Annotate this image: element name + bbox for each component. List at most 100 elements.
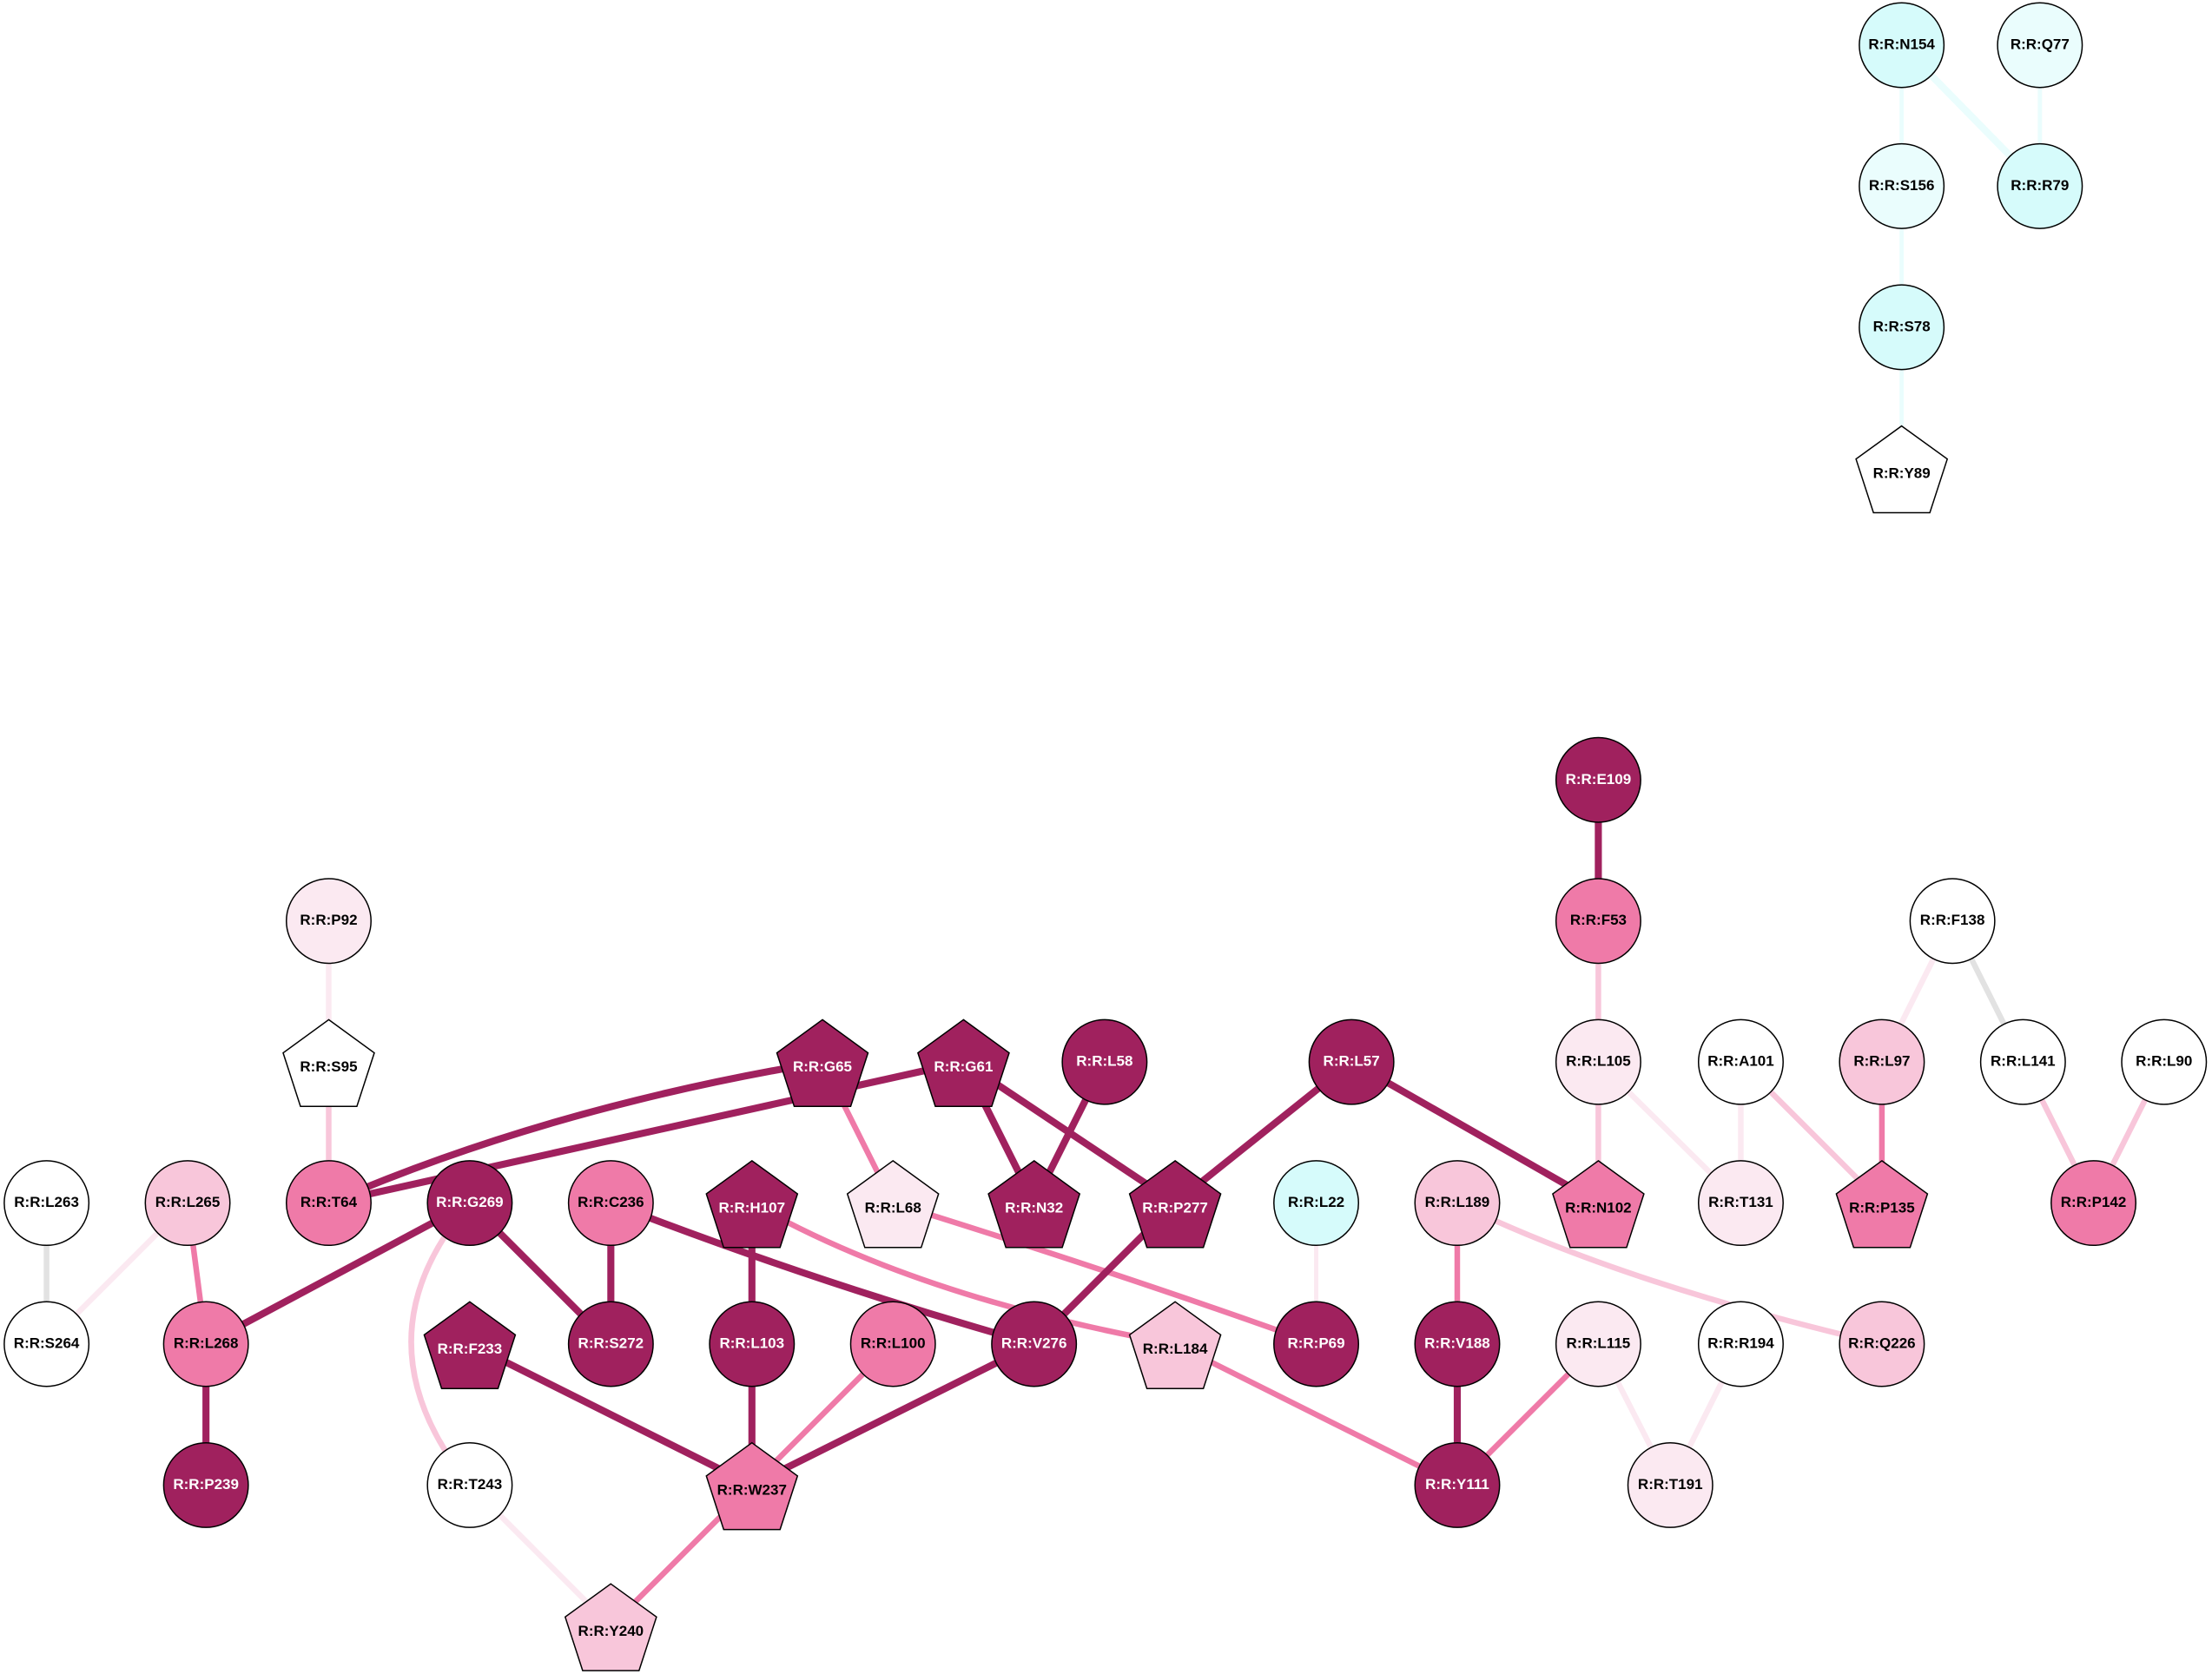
node-circle <box>1061 1018 1148 1105</box>
node-label: R:R:C236 <box>578 1194 644 1210</box>
node-label: R:R:A101 <box>1707 1053 1774 1070</box>
node-circle <box>1308 1018 1395 1105</box>
node: R:R:L58 <box>1061 1018 1148 1105</box>
edge <box>1350 1058 1601 1207</box>
node-circle <box>1414 1301 1501 1387</box>
node-pentagon <box>705 1159 799 1249</box>
node: R:R:N32 <box>987 1159 1081 1249</box>
node-label: R:R:L100 <box>861 1335 926 1352</box>
node-circle <box>1859 2 1945 89</box>
node: R:R:Y240 <box>564 1583 657 1671</box>
node-circle <box>1555 736 1641 823</box>
node-label: R:R:S95 <box>300 1058 357 1075</box>
node: R:R:S95 <box>282 1018 375 1108</box>
node-label: R:R:T131 <box>1708 1194 1773 1210</box>
node-pentagon <box>423 1301 517 1389</box>
node-circle <box>285 1160 372 1247</box>
node-label: R:R:N154 <box>1868 36 1935 52</box>
node-circle <box>1627 1441 1713 1528</box>
node: R:R:L268 <box>162 1301 249 1387</box>
node: R:R:P135 <box>1835 1159 1929 1249</box>
node: R:R:L189 <box>1414 1160 1501 1247</box>
node-circle <box>1697 1160 1784 1247</box>
node-label: R:R:S264 <box>14 1335 80 1352</box>
node: R:R:L97 <box>1839 1018 1925 1105</box>
node-circle <box>1839 1301 1925 1387</box>
node-pentagon <box>1128 1159 1222 1249</box>
node: R:R:L184 <box>1128 1301 1222 1389</box>
node: R:R:L115 <box>1555 1301 1641 1387</box>
node-circle <box>567 1160 654 1247</box>
node: R:R:S272 <box>567 1301 654 1387</box>
node-circle <box>991 1301 1078 1387</box>
node: R:R:N154 <box>1859 2 1945 89</box>
node-label: R:R:H107 <box>719 1200 786 1216</box>
node-circle <box>1697 1018 1784 1105</box>
node-label: R:R:Y111 <box>1425 1476 1489 1493</box>
node-pentagon <box>846 1159 940 1249</box>
node-label: R:R:G269 <box>436 1194 503 1210</box>
node-label: R:R:L189 <box>1425 1194 1490 1210</box>
node: R:R:Y89 <box>1855 425 1949 514</box>
node-label: R:R:L141 <box>1991 1053 2056 1070</box>
node-label: R:R:W237 <box>717 1481 787 1498</box>
node-label: R:R:L263 <box>14 1194 79 1210</box>
edges <box>43 43 2167 1629</box>
node-circle <box>1839 1018 1925 1105</box>
node-circle <box>849 1301 936 1387</box>
node-label: R:R:L105 <box>1566 1053 1631 1070</box>
edge <box>327 1058 965 1207</box>
node-label: R:R:T64 <box>300 1194 358 1210</box>
node-label: R:R:P135 <box>1849 1200 1915 1216</box>
node-label: R:R:V188 <box>1424 1335 1490 1352</box>
node-label: R:R:S272 <box>578 1335 644 1352</box>
node: R:R:G269 <box>426 1160 513 1247</box>
node: R:R:E109 <box>1555 736 1641 823</box>
node-pentagon <box>1835 1159 1929 1249</box>
node-pentagon <box>776 1018 869 1108</box>
edge <box>468 1341 754 1489</box>
node-circle <box>162 1301 249 1387</box>
node-circle <box>567 1301 654 1387</box>
node-pentagon <box>1128 1301 1222 1389</box>
node-label: R:R:E109 <box>1566 771 1632 788</box>
node: R:R:S264 <box>3 1301 90 1387</box>
node: R:R:T131 <box>1697 1160 1784 1247</box>
node-circle <box>1697 1301 1784 1387</box>
node-label: R:R:N102 <box>1565 1200 1632 1216</box>
edge <box>609 1199 1035 1348</box>
node-pentagon <box>1552 1159 1645 1249</box>
node-circle <box>162 1441 249 1528</box>
node-circle <box>1997 142 2083 229</box>
node: R:R:N102 <box>1552 1159 1645 1249</box>
edge <box>1456 1200 1883 1348</box>
node-circle <box>1909 878 1996 965</box>
node: R:R:S156 <box>1859 142 1945 229</box>
node-circle <box>1555 1301 1641 1387</box>
node: R:R:Q77 <box>1997 2 2083 89</box>
node-label: R:R:P239 <box>173 1476 239 1493</box>
node: R:R:R194 <box>1697 1301 1784 1387</box>
node: R:R:P69 <box>1273 1301 1360 1387</box>
node-label: R:R:L22 <box>1288 1194 1344 1210</box>
node-circle <box>285 878 372 965</box>
node-label: R:R:L57 <box>1324 1053 1380 1070</box>
node: R:R:A101 <box>1697 1018 1784 1105</box>
node-pentagon <box>564 1583 657 1671</box>
node: R:R:F138 <box>1909 878 1996 965</box>
node: R:R:L100 <box>849 1301 936 1387</box>
node-label: R:R:T191 <box>1638 1476 1703 1493</box>
edge <box>204 1199 472 1348</box>
node: R:R:L103 <box>709 1301 796 1387</box>
node-label: R:R:F138 <box>1920 912 1985 928</box>
node-label: R:R:S156 <box>1869 177 1935 194</box>
node: R:R:C236 <box>567 1160 654 1247</box>
node-circle <box>1414 1441 1501 1528</box>
node-label: R:R:L58 <box>1076 1053 1132 1070</box>
node-label: R:R:Y240 <box>578 1623 644 1639</box>
node-circle <box>2121 1018 2208 1105</box>
node-pentagon <box>917 1018 1010 1108</box>
node: R:R:T64 <box>285 1160 372 1247</box>
node: R:R:L57 <box>1308 1018 1395 1105</box>
node: R:R:R79 <box>1997 142 2083 229</box>
